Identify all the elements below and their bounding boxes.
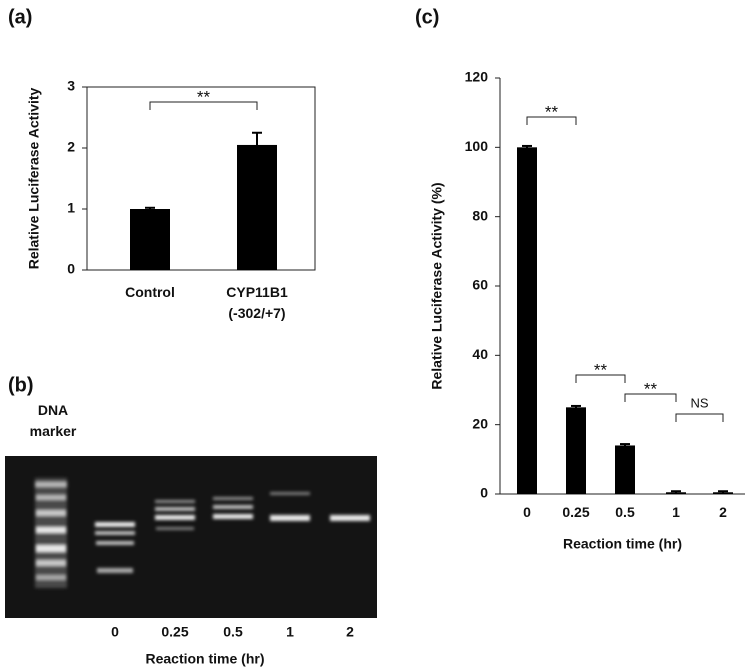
bar <box>615 445 635 494</box>
x-tick-label: 0.5 <box>615 504 635 520</box>
significance-label: ** <box>545 102 559 121</box>
lane-label: 0 <box>111 624 119 640</box>
y-tick-label: 80 <box>472 207 488 223</box>
significance-bracket <box>575 374 626 383</box>
y-axis-label: Relative Luciferase Activity (%) <box>429 182 445 389</box>
bar <box>237 144 277 270</box>
bar <box>517 147 537 495</box>
y-tick-label: 60 <box>472 277 488 293</box>
lane-label: 0.25 <box>161 624 188 640</box>
y-tick-label: 2 <box>67 139 75 155</box>
bar <box>130 209 170 270</box>
significance-label: ** <box>197 87 211 106</box>
significance-bracket <box>675 413 724 422</box>
panel-label: (a) <box>8 6 32 28</box>
significance-label: NS <box>690 395 708 410</box>
gel-marker-label: DNA marker <box>29 402 77 439</box>
y-tick-label: 1 <box>67 200 75 216</box>
panel-label: (c) <box>415 6 439 28</box>
lane-label: 2 <box>346 624 354 640</box>
y-tick-label: 0 <box>480 485 488 501</box>
panel-label: (b) <box>8 374 34 396</box>
y-tick-label: 0 <box>67 261 75 277</box>
gel-image <box>5 456 377 618</box>
gel-x-label: Reaction time (hr) <box>145 651 264 667</box>
lane-label: 0.5 <box>223 624 243 640</box>
y-tick-label: 20 <box>472 415 488 431</box>
x-axis-label: Reaction time (hr) <box>563 536 682 552</box>
x-tick-label: CYP11B1 (-302/+7) <box>226 284 288 321</box>
significance-bracket <box>526 116 577 125</box>
x-tick-label: 2 <box>719 504 727 520</box>
significance-bracket <box>149 101 258 110</box>
y-axis-label: Relative Luciferase Activity <box>26 88 42 270</box>
x-tick-label: 1 <box>672 504 680 520</box>
bar <box>566 407 586 494</box>
significance-label: ** <box>644 379 658 398</box>
x-tick-label: Control <box>125 284 175 300</box>
y-tick-label: 40 <box>472 346 488 362</box>
y-tick-label: 120 <box>465 69 489 85</box>
y-tick-label: 100 <box>465 138 489 154</box>
y-tick-label: 3 <box>67 78 75 94</box>
lane-label: 1 <box>286 624 294 640</box>
significance-bracket <box>624 393 677 402</box>
significance-label: ** <box>594 360 608 379</box>
x-tick-label: 0.25 <box>562 504 590 520</box>
x-tick-label: 0 <box>523 504 531 520</box>
plot-frame <box>86 86 316 271</box>
